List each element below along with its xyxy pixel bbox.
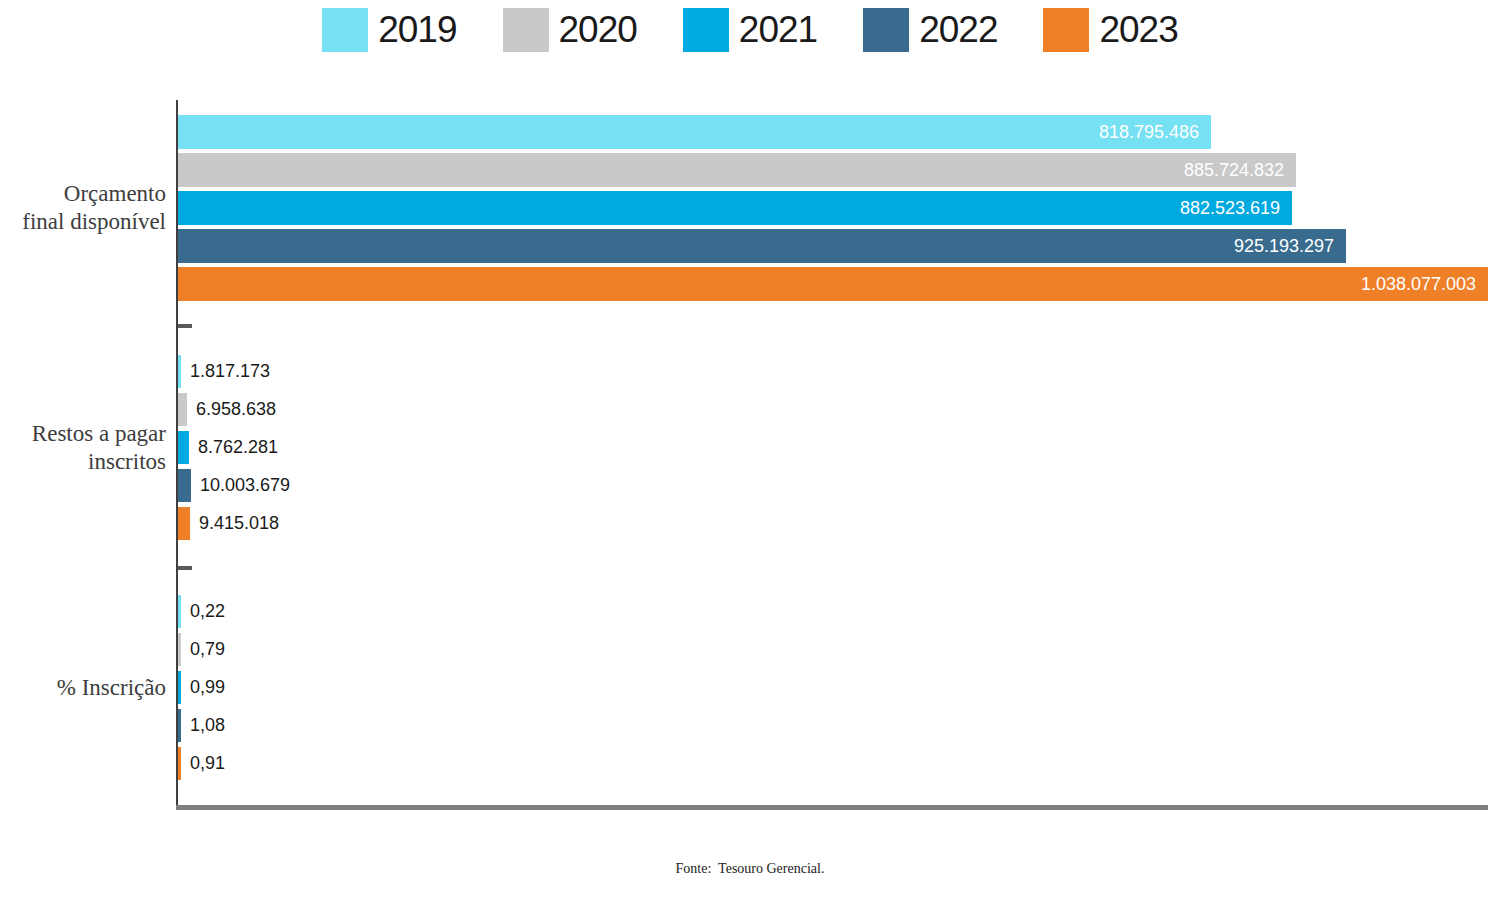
bar-2023-group3 bbox=[178, 747, 181, 780]
bar-chart: 2019 2020 2021 2022 2023 Orçamentofinal disp… bbox=[0, 0, 1500, 906]
bar-value-label: 9.415.018 bbox=[199, 507, 279, 540]
bar-value-label: 0,22 bbox=[190, 595, 225, 628]
bar-2021-group3 bbox=[178, 671, 181, 704]
bar-value-label: 0,91 bbox=[190, 747, 225, 780]
bar-2020-group2 bbox=[178, 393, 187, 426]
bar-value-label: 1.038.077.003 bbox=[1361, 267, 1476, 301]
legend-swatch-2019 bbox=[322, 8, 368, 52]
legend-label: 2022 bbox=[919, 9, 997, 51]
legend-item-2021: 2021 bbox=[683, 8, 817, 52]
bar-2021-group1: 882.523.619 bbox=[178, 191, 1292, 225]
bar-value-label: 925.193.297 bbox=[1234, 229, 1334, 263]
bar-value-label: 1.817.173 bbox=[190, 355, 270, 388]
bar-2022-group2 bbox=[178, 469, 191, 502]
bar-value-label: 8.762.281 bbox=[198, 431, 278, 464]
plot-area: 818.795.486 885.724.832 882.523.619 925.193… bbox=[178, 100, 1488, 805]
bar-value-label: 1,08 bbox=[190, 709, 225, 742]
legend-item-2023: 2023 bbox=[1043, 8, 1177, 52]
legend-label: 2021 bbox=[739, 9, 817, 51]
legend-label: 2019 bbox=[378, 9, 456, 51]
chart-legend: 2019 2020 2021 2022 2023 bbox=[0, 8, 1500, 52]
bar-value-label: 6.958.638 bbox=[196, 393, 276, 426]
legend-swatch-2022 bbox=[863, 8, 909, 52]
bar-2019-group3 bbox=[178, 595, 181, 628]
bar-value-label: 885.724.832 bbox=[1184, 153, 1284, 187]
legend-swatch-2023 bbox=[1043, 8, 1089, 52]
bar-2021-group2 bbox=[178, 431, 189, 464]
bar-value-label: 0,79 bbox=[190, 633, 225, 666]
x-axis-line bbox=[176, 805, 1488, 810]
bar-2019-group1: 818.795.486 bbox=[178, 115, 1211, 149]
bar-2022-group1: 925.193.297 bbox=[178, 229, 1346, 263]
bar-2023-group1: 1.038.077.003 bbox=[178, 267, 1488, 301]
bar-2019-group2 bbox=[178, 355, 181, 388]
bar-value-label: 10.003.679 bbox=[200, 469, 290, 502]
legend-swatch-2020 bbox=[503, 8, 549, 52]
bar-2022-group3 bbox=[178, 709, 181, 742]
category-label-2: Restos a pagarinscritos bbox=[0, 420, 166, 476]
bar-value-label: 818.795.486 bbox=[1099, 115, 1199, 149]
legend-swatch-2021 bbox=[683, 8, 729, 52]
legend-item-2020: 2020 bbox=[503, 8, 637, 52]
bar-2020-group1: 885.724.832 bbox=[178, 153, 1296, 187]
category-label-3: % Inscrição bbox=[0, 674, 166, 702]
legend-item-2022: 2022 bbox=[863, 8, 997, 52]
category-label-1: Orçamentofinal disponível bbox=[0, 180, 166, 236]
legend-label: 2023 bbox=[1099, 9, 1177, 51]
legend-item-2019: 2019 bbox=[322, 8, 456, 52]
bar-value-label: 882.523.619 bbox=[1180, 191, 1280, 225]
source-note: Fonte: Tesouro Gerencial. bbox=[0, 861, 1500, 877]
bar-2020-group3 bbox=[178, 633, 181, 666]
bar-2023-group2 bbox=[178, 507, 190, 540]
legend-label: 2020 bbox=[559, 9, 637, 51]
bar-value-label: 0,99 bbox=[190, 671, 225, 704]
